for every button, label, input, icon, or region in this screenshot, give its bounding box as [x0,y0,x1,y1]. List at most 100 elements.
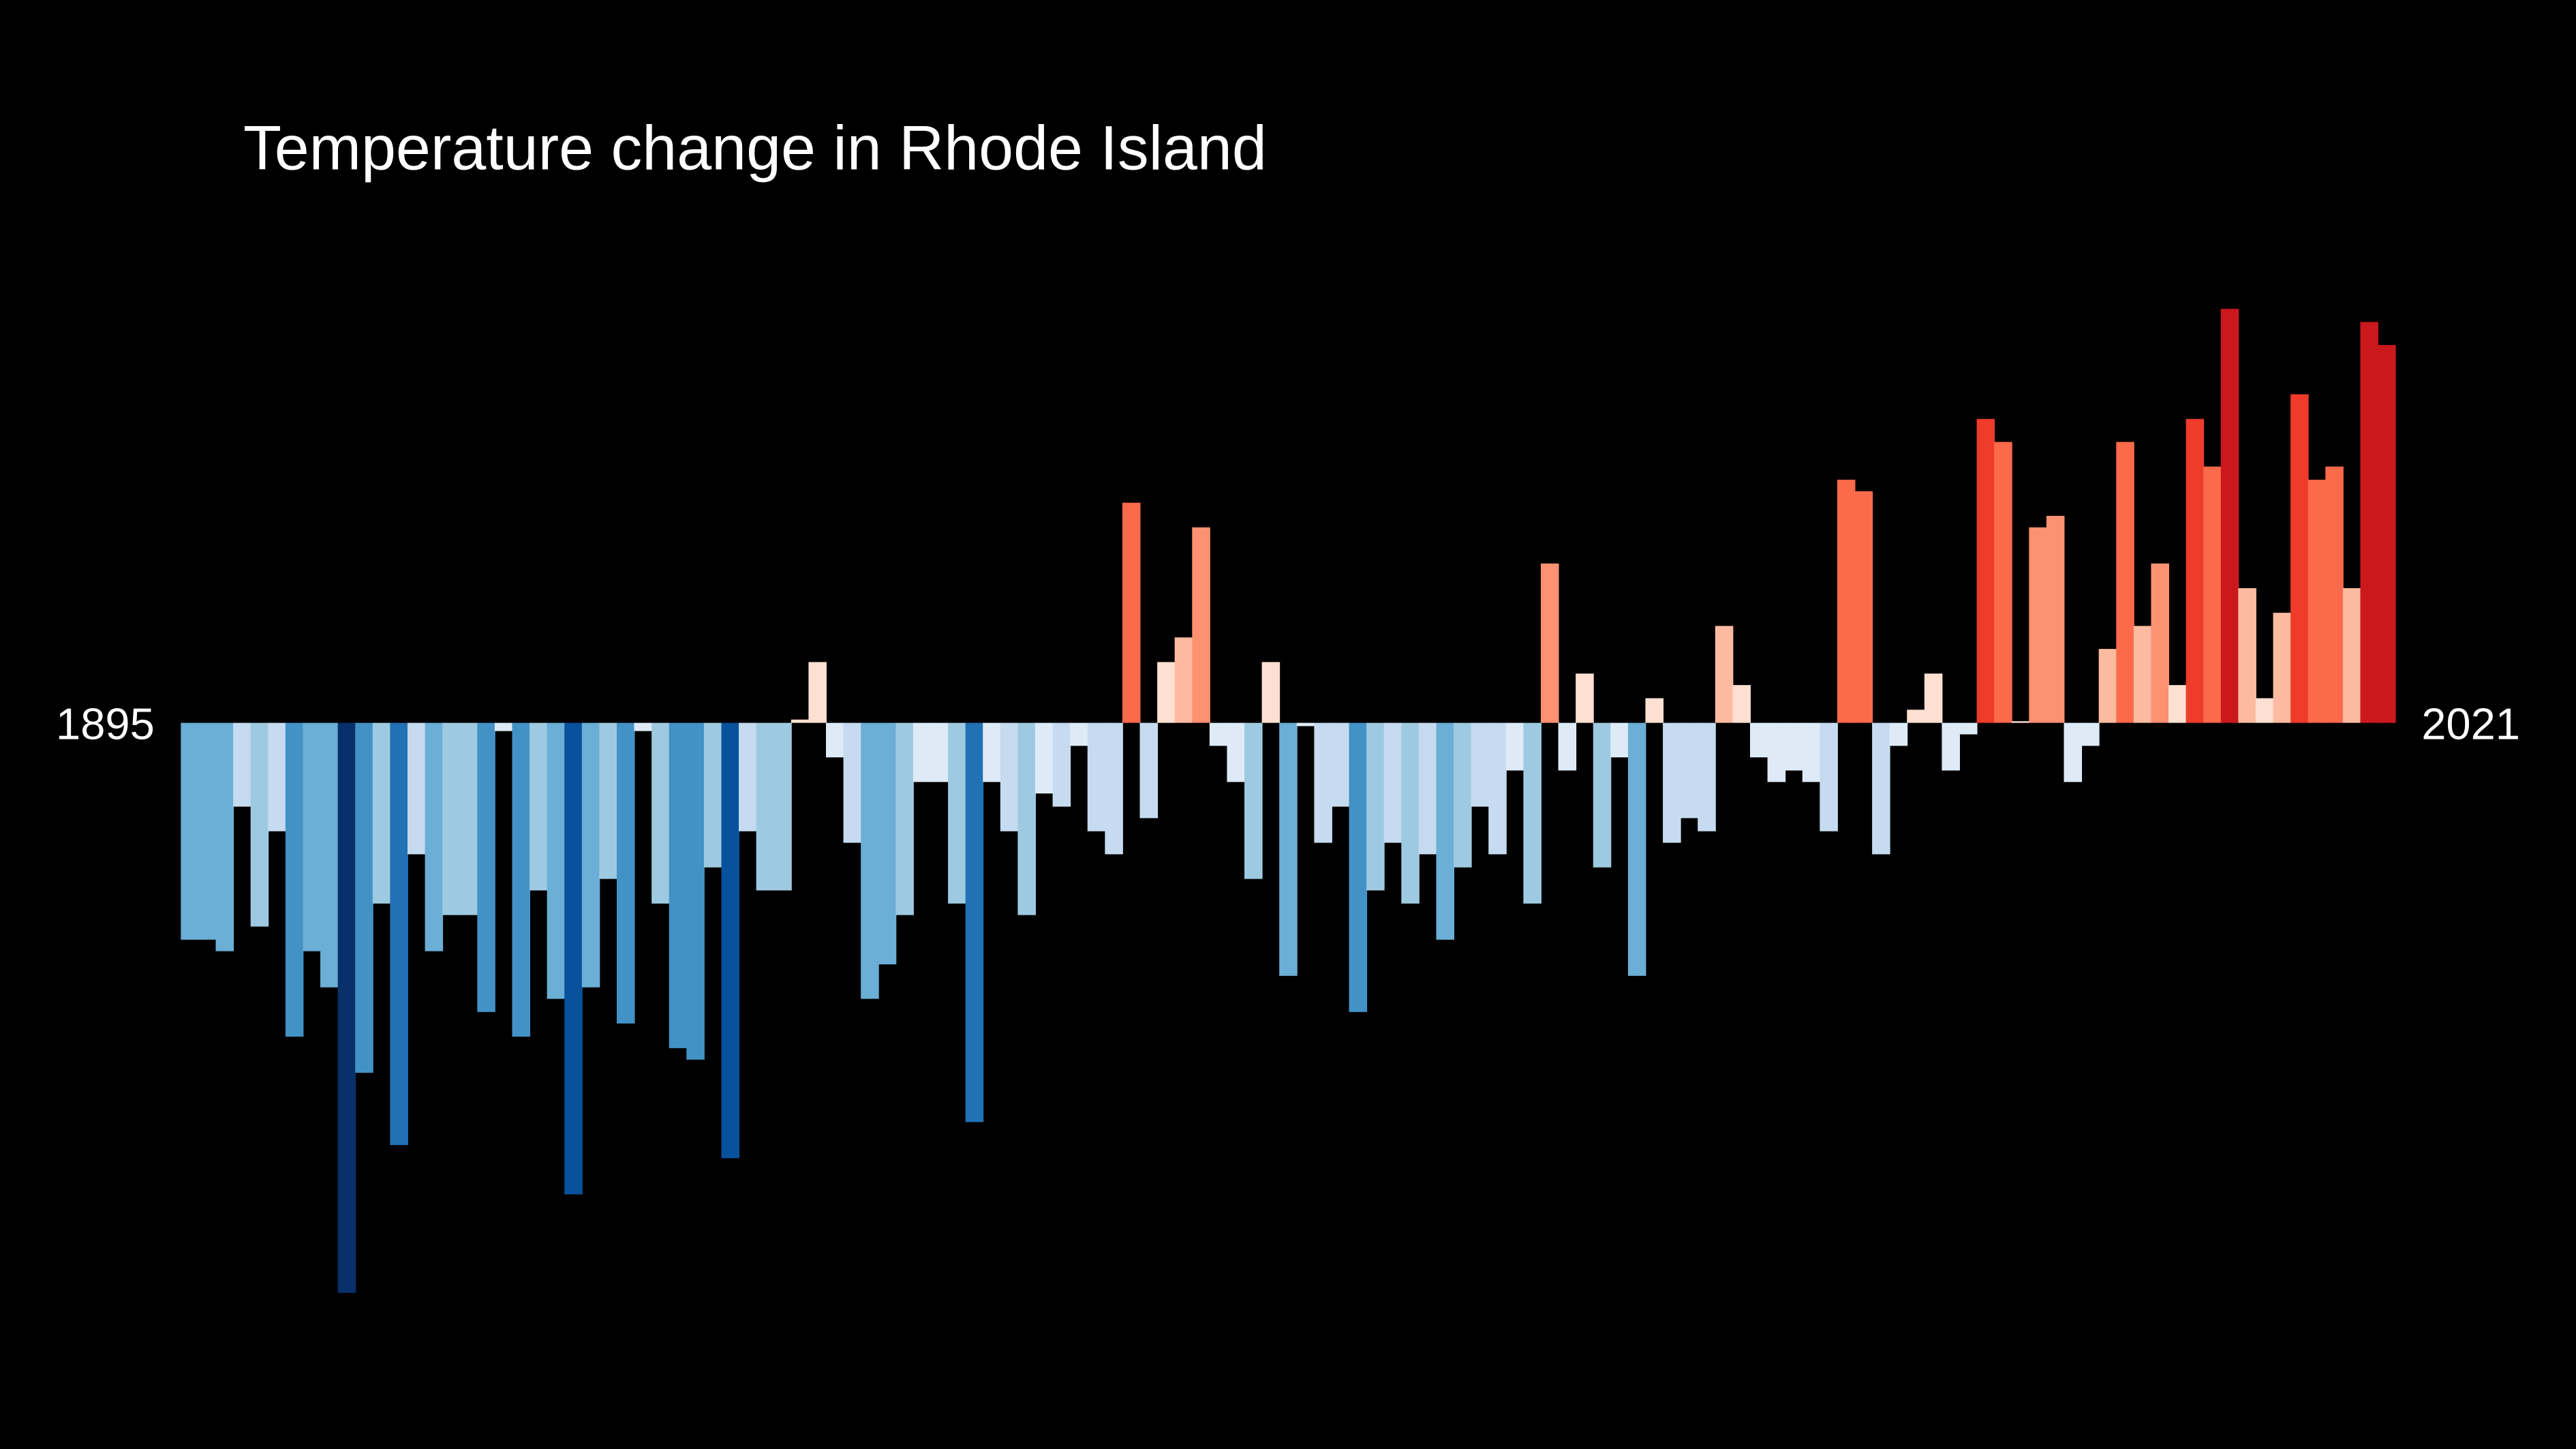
bar [1139,722,1159,819]
bar [268,722,286,832]
bar [703,722,722,868]
bar [651,722,670,904]
bar [1209,722,1228,746]
bar [1000,722,1019,832]
bar [250,722,269,927]
bar [756,722,775,891]
bar [303,722,322,951]
bar [808,662,827,723]
bar [1035,722,1054,794]
bar [2098,649,2117,723]
bar [791,719,810,723]
bar [1645,698,1664,723]
bar [233,722,251,807]
bar [2081,722,2100,746]
bar [512,722,531,1037]
bar [1366,722,1385,891]
bar [878,722,897,964]
bar [215,722,234,951]
bar [390,722,408,1146]
bar [826,722,844,758]
bar [459,722,478,915]
bar [2378,345,2396,723]
bar [564,722,583,1195]
year-label: 2021 [2421,699,2520,749]
bar [285,722,304,1037]
bar [1401,722,1420,904]
bar [634,722,653,731]
bar [1227,722,1246,782]
bar [913,722,932,782]
bar [930,722,949,782]
bar [477,722,495,1012]
bar [372,722,391,904]
bar [1122,502,1141,723]
bar [1087,722,1106,832]
bar [1052,722,1071,807]
bar [2273,613,2292,723]
bar [2342,588,2361,723]
bar [1698,722,1716,832]
bar [1105,722,1123,855]
bar [739,722,757,832]
bar [181,722,199,940]
bar [2203,466,2222,723]
bar [1610,722,1629,758]
bar [2325,466,2344,723]
bar [407,722,426,855]
bar [1785,722,1803,771]
bar [948,722,966,904]
bar [2238,588,2256,723]
bar [2168,685,2187,723]
bar [1924,673,1943,723]
bar [1593,722,1612,868]
bar [1192,527,1210,723]
bar [442,722,461,915]
bar [2151,563,2169,723]
bar [1017,722,1036,915]
bar [1070,722,1088,746]
bar [669,722,688,1048]
bar [843,722,862,843]
bar [355,722,373,1073]
bar [616,722,635,1024]
bar [1261,662,1281,723]
bar [1174,637,1193,723]
bar [337,722,356,1294]
bar [1749,722,1768,758]
bar [686,722,705,1060]
bar [1872,722,1890,855]
bar [599,722,617,879]
bar [1663,722,1681,843]
bar [2064,722,2083,782]
bar [1314,722,1332,843]
bar [530,722,548,891]
bar [1488,722,1507,855]
bar [895,722,914,915]
bar [1837,479,1856,723]
bar [494,722,513,731]
bar [547,722,566,999]
bar [1732,685,1751,723]
chart-title: Temperature change in Rhode Island [243,113,1267,183]
bar [1157,662,1176,723]
bar [2307,479,2327,723]
bar [1854,491,1873,723]
bar [2011,721,2030,723]
bar [1802,722,1821,782]
bar [1418,722,1437,855]
bar [2290,394,2309,723]
bar [861,722,879,999]
bar [1820,722,1838,832]
bar [1349,722,1368,1012]
bar [1889,722,1908,746]
bar [983,722,1001,782]
bar [1767,722,1786,782]
bar [721,722,740,1159]
bar [2186,418,2205,723]
bar [1505,722,1524,771]
bar [1576,673,1594,723]
bar [1331,722,1350,807]
